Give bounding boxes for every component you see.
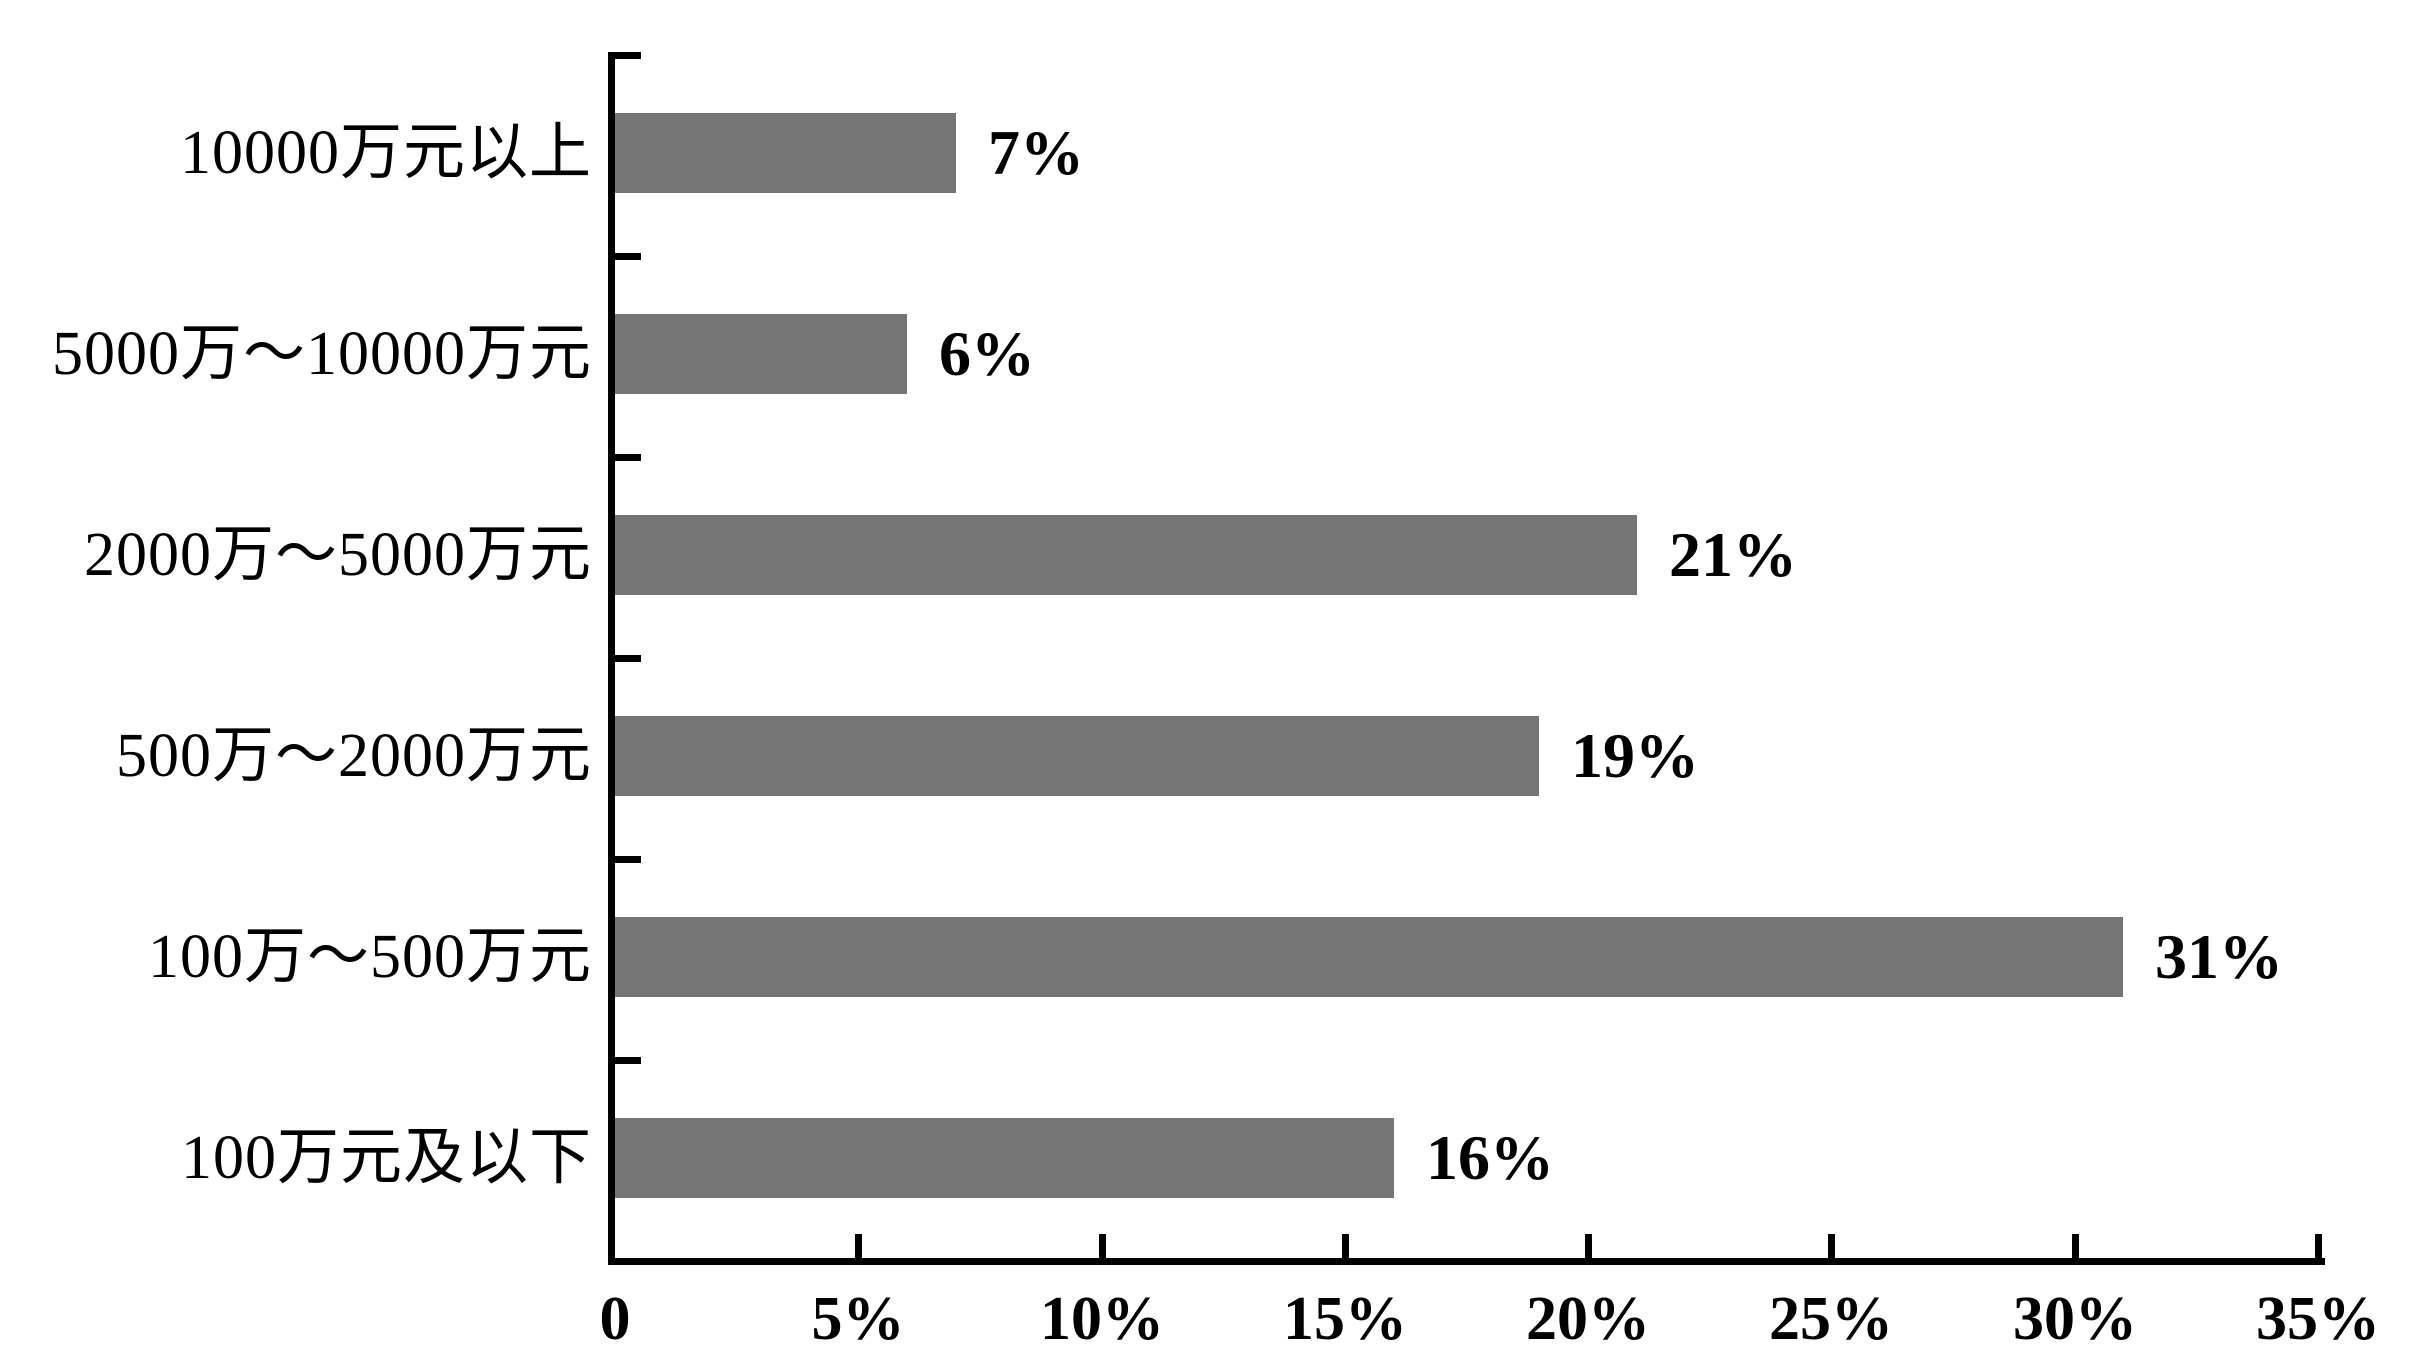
x-tick-label: 20% [1526, 1285, 1650, 1353]
category-label: 100万元及以下 [180, 1124, 592, 1192]
x-tick-label: 30% [2013, 1285, 2137, 1353]
x-tick-label: 10% [1040, 1285, 1164, 1353]
value-label: 6% [939, 318, 1035, 389]
value-label: 7% [988, 117, 1084, 188]
x-tick-label: 0 [599, 1285, 631, 1353]
x-tick-label: 25% [1769, 1285, 1893, 1353]
value-label: 31% [2155, 921, 2283, 992]
category-label: 2000万～5000万元 [83, 521, 592, 589]
x-tick-label: 35% [2256, 1285, 2380, 1353]
x-axis-tick [1828, 1234, 1835, 1258]
x-tick-label: 15% [1283, 1285, 1407, 1353]
y-axis-tick [608, 655, 641, 662]
bar [615, 716, 1539, 796]
x-axis-tick [1342, 1234, 1349, 1258]
y-axis-tick [608, 52, 641, 59]
category-label: 10000万元以上 [179, 119, 592, 187]
x-axis-tick [855, 1234, 862, 1258]
category-label: 100万～500万元 [147, 923, 592, 991]
category-label: 500万～2000万元 [115, 722, 592, 790]
y-axis-tick [608, 856, 641, 863]
x-axis-tick [1585, 1234, 1592, 1258]
bar [615, 1118, 1394, 1198]
bar [615, 113, 956, 193]
value-label: 16% [1426, 1122, 1554, 1193]
bar [615, 314, 907, 394]
y-axis-tick [608, 454, 641, 461]
y-axis-tick [608, 1057, 641, 1064]
x-axis-tick [2072, 1234, 2079, 1258]
bar [615, 515, 1637, 595]
bar [615, 917, 2123, 997]
x-axis-tick [1099, 1234, 1106, 1258]
value-label: 21% [1669, 519, 1797, 590]
y-axis-tick [608, 253, 641, 260]
x-axis-line [608, 1258, 2325, 1265]
x-tick-label: 5% [811, 1285, 905, 1353]
category-label: 5000万～10000万元 [51, 320, 592, 388]
x-axis-tick [2315, 1234, 2322, 1258]
value-label: 19% [1571, 720, 1699, 791]
